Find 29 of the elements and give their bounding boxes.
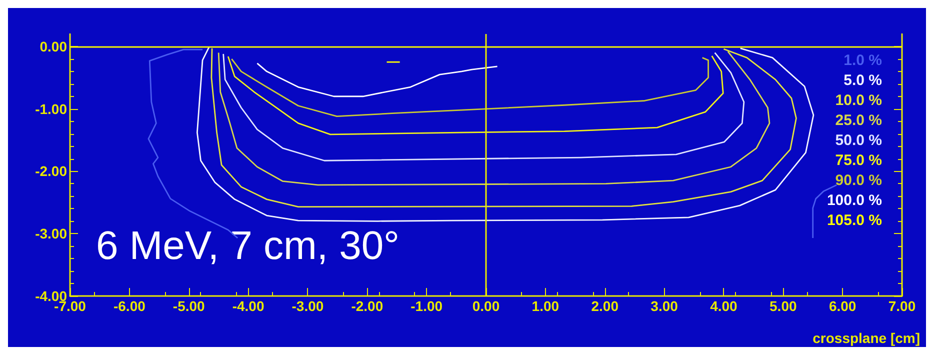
text: 50.0 % bbox=[835, 132, 882, 149]
annotation: 6 MeV, 7 cm, 30° bbox=[96, 224, 400, 268]
text: 100.0 % bbox=[826, 192, 882, 209]
x-tick-label: -4.00 bbox=[232, 298, 264, 314]
y-tick-label: -2.00 bbox=[35, 163, 68, 180]
text: 75.0 % bbox=[835, 152, 882, 169]
text: 25.0 % bbox=[835, 112, 882, 129]
x-tick-label: -6.00 bbox=[113, 298, 146, 314]
x-tick-label: -3.00 bbox=[292, 298, 324, 314]
y-tick-label: -3.00 bbox=[35, 226, 68, 242]
x-tick-label: -5.00 bbox=[172, 298, 206, 314]
text: 5.0 % bbox=[844, 72, 882, 89]
x-tick-label: 3.00 bbox=[650, 298, 678, 314]
x-tick-label: 1.00 bbox=[532, 298, 560, 314]
text: 10.0 % bbox=[835, 92, 882, 109]
x-tick-label: 5.00 bbox=[770, 298, 797, 314]
x-tick-label: 4.00 bbox=[710, 298, 738, 314]
x-tick-label: 0.00 bbox=[472, 298, 500, 314]
x-axis-title: crossplane [cm] bbox=[812, 330, 920, 346]
text: 90.0 % bbox=[835, 172, 882, 189]
x-tick-label: -2.00 bbox=[351, 298, 384, 314]
x-tick-label: 6.00 bbox=[828, 298, 856, 314]
x-tick-label: 7.00 bbox=[888, 298, 916, 314]
y-tick-label: -1.00 bbox=[35, 100, 68, 117]
x-tick-label: -1.00 bbox=[410, 298, 443, 314]
text: 105.0 % bbox=[826, 212, 882, 229]
x-tick-label: 2.00 bbox=[591, 298, 619, 314]
text: 1.0 % bbox=[844, 52, 882, 69]
y-tick-label: 0.00 bbox=[40, 38, 68, 54]
